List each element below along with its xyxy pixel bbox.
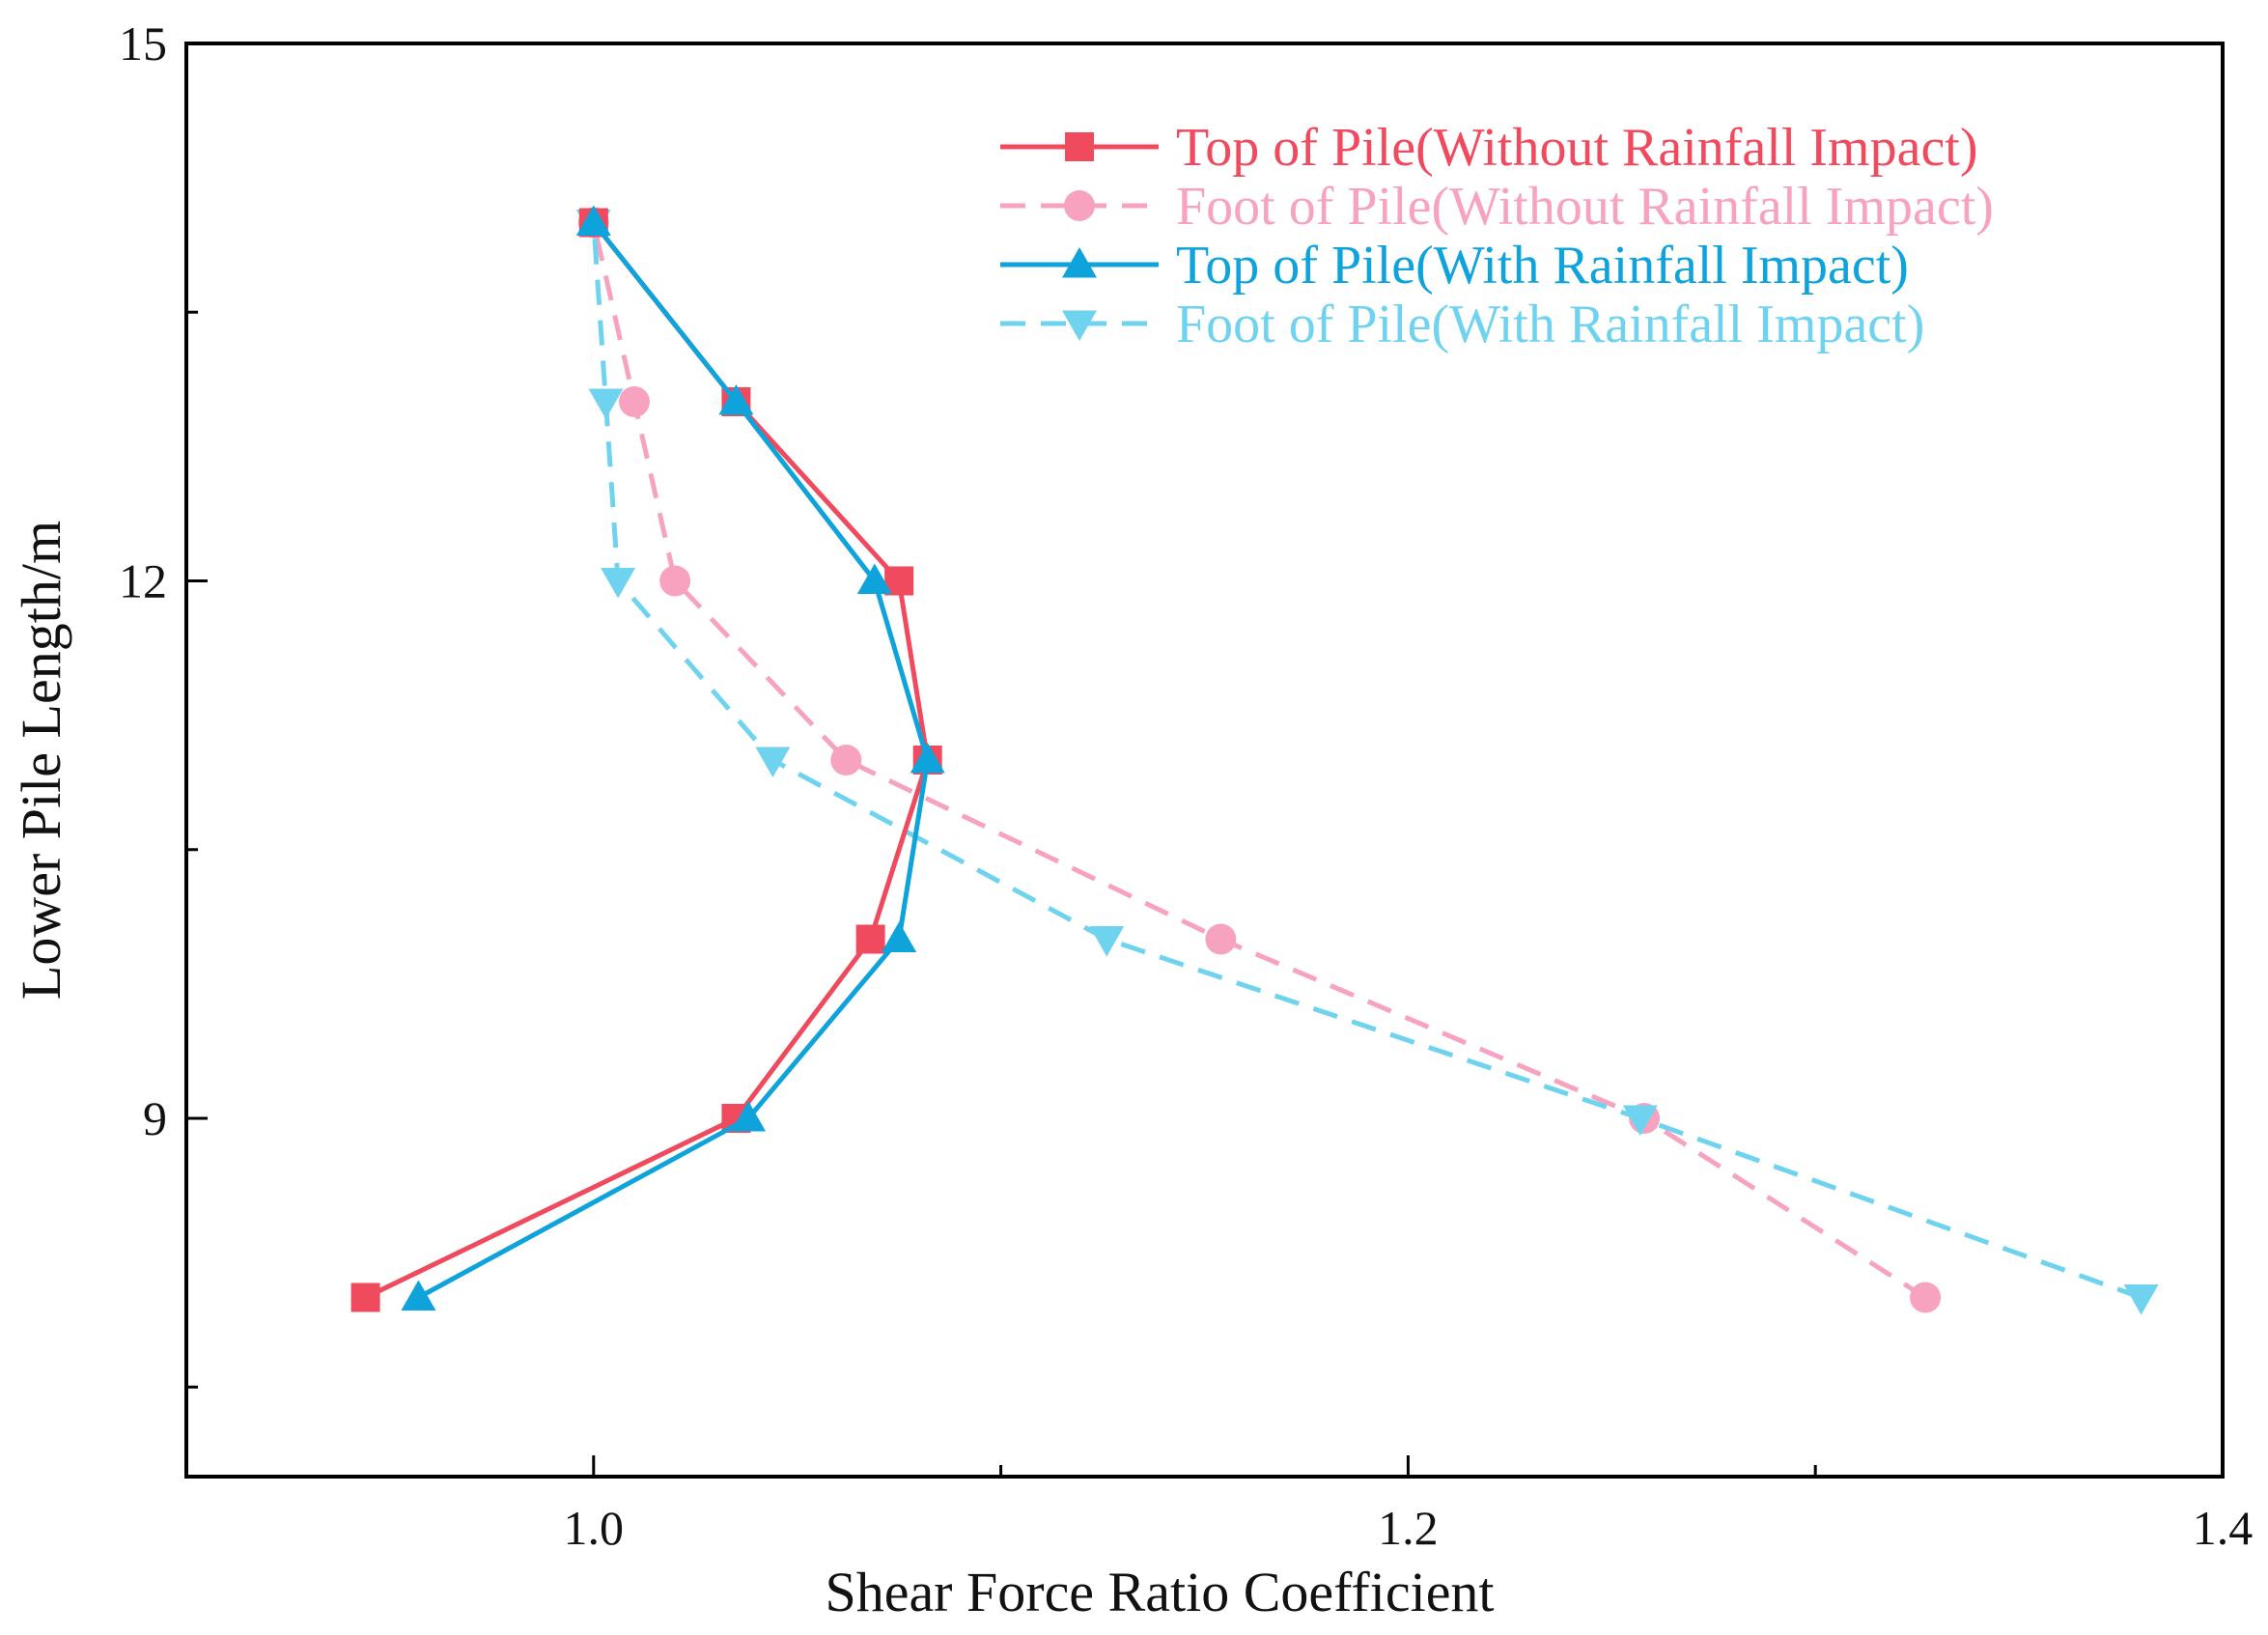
series-layer [350,205,2159,1315]
data-point [731,1101,767,1132]
series-4 [575,210,2159,1315]
data-point [1205,923,1237,955]
data-point [659,565,691,597]
legend-item: Top of Pile(With Rainfall Impact) [1000,236,1909,296]
legend-marker [1062,247,1097,278]
data-point [755,747,791,777]
legend: Top of Pile(Without Rainfall Impact)Foot… [1000,118,1994,354]
legend-item: Top of Pile(Without Rainfall Impact) [1000,118,1978,178]
x-tick-label: 1.2 [1378,1501,1439,1555]
data-point [401,1280,436,1311]
legend-label: Top of Pile(With Rainfall Impact) [1176,236,1909,296]
data-point [601,568,636,599]
x-tick-label: 1.4 [2193,1501,2254,1555]
legend-label: Foot of Pile(With Rainfall Impact) [1176,295,1924,354]
data-point [830,745,862,775]
legend-label: Foot of Pile(Without Rainfall Impact) [1176,177,1994,237]
legend-item: Foot of Pile(With Rainfall Impact) [1000,295,1924,354]
data-point [718,384,754,415]
x-axis-title: Shear Force Ratio Coefficient [825,1561,1494,1623]
data-point [910,743,945,774]
series-line [591,222,2142,1300]
data-point [575,205,611,236]
y-axis-title: Lower Pile Length/m [10,521,72,1000]
y-tick-label: 15 [119,16,167,70]
x-tick-label: 1.0 [564,1501,625,1555]
legend-item: Foot of Pile(Without Rainfall Impact) [1000,177,1994,237]
y-tick-label: 12 [119,554,167,608]
axis-tick-labels: 1.0 1.2 1.4 9 12 15 [119,16,2253,1555]
data-point [618,386,650,417]
data-point [855,924,885,954]
legend-label: Top of Pile(Without Rainfall Impact) [1176,118,1978,178]
data-point [1089,926,1125,957]
data-point [350,1283,380,1312]
y-tick-label: 9 [143,1091,167,1145]
data-point [2123,1284,2159,1315]
data-point [588,388,624,419]
legend-marker [1062,310,1097,341]
data-point [1910,1282,1942,1313]
data-point [1622,1105,1658,1136]
legend-marker [1064,190,1095,221]
legend-marker [1065,132,1094,161]
series-3 [401,205,945,1311]
data-point [856,563,892,594]
series-line [591,221,1927,1300]
axis-ticks [186,42,2225,1477]
plot-frame [184,42,2225,1479]
data-point [882,921,917,952]
